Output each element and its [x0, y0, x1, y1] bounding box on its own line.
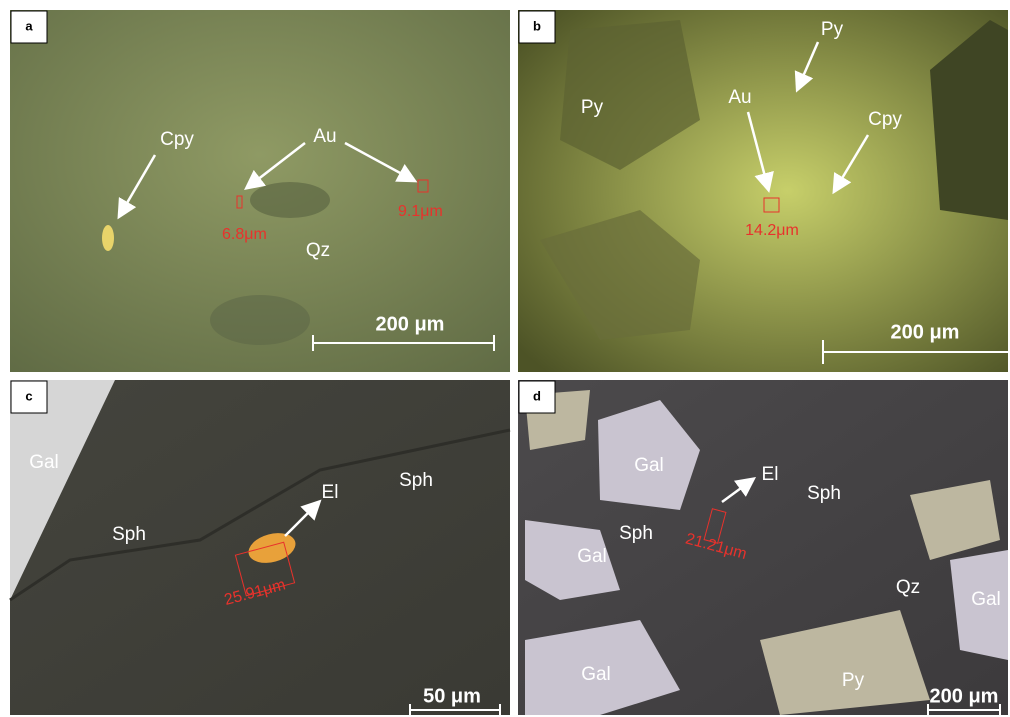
mineral-label: El — [762, 464, 779, 485]
mineral-label: Qz — [306, 240, 330, 261]
mineral-label: Py — [842, 670, 865, 691]
grain — [910, 480, 1000, 560]
measure-box — [236, 195, 243, 209]
grain — [525, 520, 620, 600]
grain — [250, 182, 330, 218]
arrow — [721, 477, 757, 504]
grain — [760, 610, 930, 715]
grain — [248, 533, 296, 563]
panel-label-box — [518, 380, 556, 414]
arrow — [832, 134, 870, 195]
arrow — [746, 111, 774, 193]
mineral-label: Py — [821, 19, 844, 40]
mineral-label: El — [322, 482, 339, 503]
scale-label: 200 μm — [891, 321, 960, 343]
scale-label: 50 μm — [423, 685, 481, 707]
mineral-label: Gal — [971, 589, 1001, 610]
arrow — [284, 499, 322, 537]
mineral-label: Qz — [896, 577, 920, 598]
panel-label: d — [533, 388, 541, 403]
measure-box — [234, 541, 296, 597]
measure-box — [703, 508, 727, 544]
mineral-label: Sph — [399, 470, 433, 491]
mineral-label: Gal — [577, 546, 607, 567]
scale-label: 200 μm — [376, 313, 445, 335]
measurement: 9.1μm — [398, 203, 443, 220]
grain — [210, 295, 310, 345]
grain — [525, 620, 680, 715]
mineral-label: Py — [581, 97, 604, 118]
grain — [598, 400, 700, 510]
arrow — [117, 154, 157, 220]
mineral-label: Sph — [807, 483, 841, 504]
grain — [950, 550, 1008, 660]
grain — [560, 20, 700, 170]
panel-label: a — [25, 18, 33, 33]
scale-label: 200 μm — [930, 685, 999, 707]
arrow — [794, 41, 820, 93]
mineral-label: Cpy — [160, 129, 194, 150]
grain — [10, 380, 115, 600]
mineral-label: Cpy — [868, 109, 902, 130]
mineral-label: Au — [313, 126, 336, 147]
grain — [930, 20, 1008, 220]
panel-label-box — [10, 380, 48, 414]
measurement: 14.2μm — [745, 222, 799, 239]
grain — [540, 210, 700, 340]
mineral-label: Sph — [112, 524, 146, 545]
measurement: 6.8μm — [222, 226, 267, 243]
arrow — [344, 141, 418, 183]
mineral-label: Gal — [581, 664, 611, 685]
mineral-label: Gal — [634, 455, 664, 476]
grain — [102, 225, 114, 251]
panel-label-box — [518, 10, 556, 44]
panel-label-box — [10, 10, 48, 44]
measure-box — [417, 179, 429, 193]
panel-label: c — [25, 388, 32, 403]
panel-label: b — [533, 18, 541, 33]
mineral-label: Sph — [619, 523, 653, 544]
mineral-label: Au — [728, 87, 751, 108]
mineral-label: Gal — [29, 452, 59, 473]
arrow — [244, 142, 306, 191]
crack — [9, 428, 511, 602]
measure-box — [763, 197, 780, 213]
